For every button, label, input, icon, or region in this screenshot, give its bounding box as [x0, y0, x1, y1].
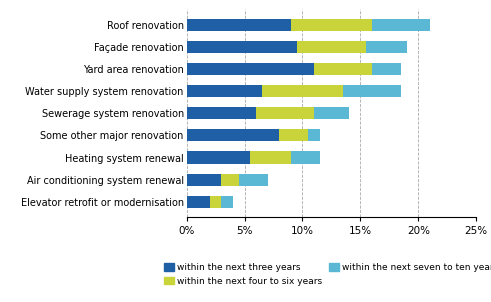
Bar — [314, 107, 349, 119]
Bar — [187, 107, 256, 119]
Bar — [187, 85, 262, 97]
Bar — [187, 18, 291, 31]
Bar — [372, 63, 401, 75]
Bar — [291, 18, 372, 31]
Bar — [372, 18, 430, 31]
Bar — [239, 174, 268, 186]
Bar — [314, 63, 372, 75]
Bar — [187, 196, 210, 208]
Bar — [221, 196, 233, 208]
Bar — [366, 41, 407, 53]
Bar — [187, 174, 221, 186]
Bar — [262, 85, 343, 97]
Bar — [250, 152, 291, 164]
Bar — [187, 63, 314, 75]
Bar — [343, 85, 401, 97]
Bar — [187, 152, 250, 164]
Bar — [187, 41, 297, 53]
Bar — [297, 41, 366, 53]
Bar — [221, 174, 239, 186]
Bar — [210, 196, 221, 208]
Bar — [256, 107, 314, 119]
Legend: within the next three years, within the next four to six years, within the next : within the next three years, within the … — [161, 259, 491, 289]
Bar — [279, 129, 308, 142]
Bar — [291, 152, 320, 164]
Bar — [187, 129, 279, 142]
Bar — [308, 129, 320, 142]
